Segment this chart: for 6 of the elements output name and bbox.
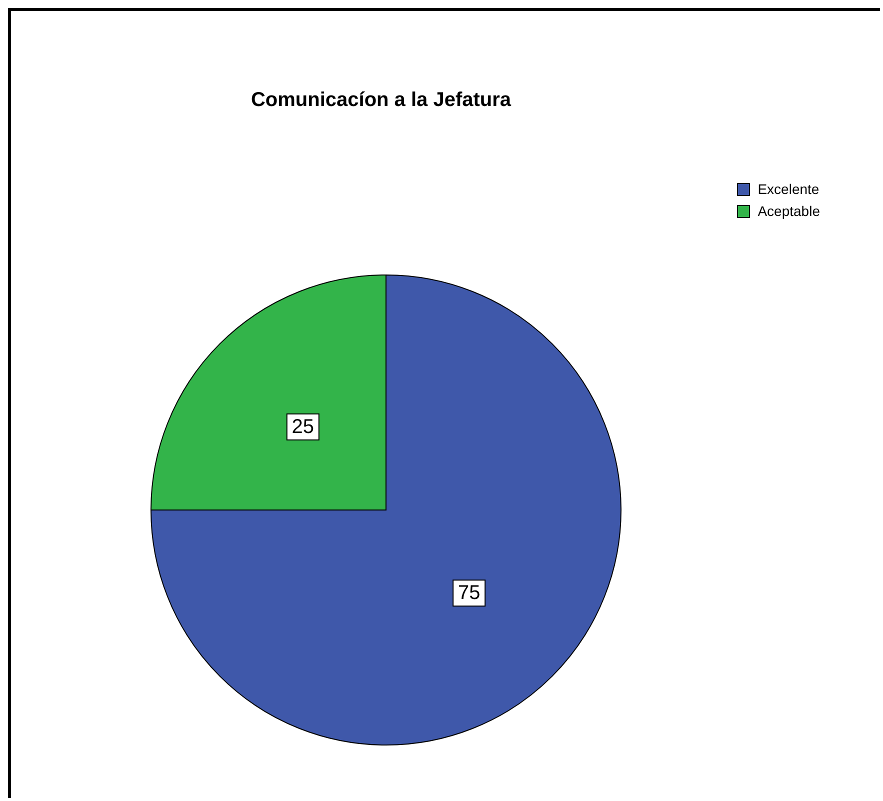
- data-label: 75: [458, 582, 480, 604]
- chart-title: Comunicacíon a la Jefatura: [250, 89, 512, 112]
- legend-label: Excelente: [758, 181, 820, 197]
- pie-slice: [150, 274, 622, 746]
- legend-label: Aceptable: [758, 203, 820, 219]
- data-label: 25: [292, 416, 314, 438]
